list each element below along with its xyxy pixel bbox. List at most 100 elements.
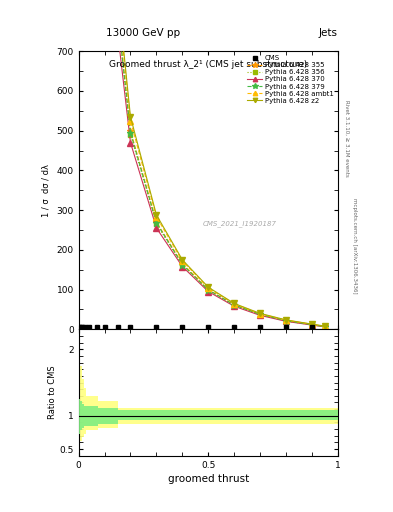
Pythia 6.428 370 — [284, 318, 288, 325]
Pythia 6.428 356 — [323, 324, 327, 330]
Bar — [98, 408, 118, 424]
CMS — [94, 324, 99, 330]
Pythia 6.428 z2 — [232, 301, 237, 307]
Pythia 6.428 355 — [284, 317, 288, 324]
Pythia 6.428 ambt1 — [323, 323, 327, 329]
Bar — [79, 353, 80, 446]
Pythia 6.428 379 — [310, 322, 314, 328]
Bar — [84, 406, 98, 426]
Text: CMS_2021_I1920187: CMS_2021_I1920187 — [202, 220, 276, 227]
Pythia 6.428 ambt1 — [206, 285, 211, 291]
Pythia 6.428 z2 — [323, 323, 327, 329]
Pythia 6.428 356 — [180, 262, 185, 268]
Pythia 6.428 355 — [180, 261, 185, 267]
CMS — [284, 324, 288, 330]
Pythia 6.428 z2 — [206, 284, 211, 290]
CMS — [115, 324, 120, 330]
CMS — [128, 324, 133, 330]
Bar — [80, 366, 82, 441]
Pythia 6.428 379 — [128, 130, 133, 136]
Pythia 6.428 370 — [180, 264, 185, 270]
Pythia 6.428 355 — [154, 219, 159, 225]
Pythia 6.428 379 — [180, 262, 185, 268]
Bar — [82, 379, 84, 437]
Pythia 6.428 370 — [310, 322, 314, 328]
Pythia 6.428 355 — [206, 287, 211, 293]
Pythia 6.428 ambt1 — [310, 321, 314, 327]
Pythia 6.428 370 — [128, 139, 133, 145]
Bar — [118, 408, 338, 424]
Line: Pythia 6.428 355: Pythia 6.428 355 — [76, 0, 329, 330]
Bar — [118, 411, 338, 420]
Pythia 6.428 ambt1 — [154, 214, 159, 220]
CMS — [80, 324, 85, 330]
Pythia 6.428 z2 — [128, 114, 133, 120]
Y-axis label: 1 / σ  dσ / dλ: 1 / σ dσ / dλ — [42, 164, 51, 217]
CMS — [258, 324, 263, 330]
CMS — [77, 324, 82, 330]
Pythia 6.428 ambt1 — [258, 311, 263, 317]
Pythia 6.428 355 — [258, 311, 263, 317]
Line: Pythia 6.428 370: Pythia 6.428 370 — [77, 0, 328, 330]
X-axis label: groomed thrust: groomed thrust — [168, 474, 249, 484]
Pythia 6.428 z2 — [180, 257, 185, 263]
Pythia 6.428 356 — [310, 322, 314, 328]
Legend: CMS, Pythia 6.428 355, Pythia 6.428 356, Pythia 6.428 370, Pythia 6.428 379, Pyt: CMS, Pythia 6.428 355, Pythia 6.428 356,… — [245, 53, 336, 105]
Pythia 6.428 355 — [115, 8, 120, 14]
Pythia 6.428 355 — [310, 322, 314, 328]
Y-axis label: Ratio to CMS: Ratio to CMS — [48, 366, 57, 419]
Pythia 6.428 356 — [284, 318, 288, 324]
Pythia 6.428 379 — [232, 302, 237, 308]
Bar — [86, 396, 98, 431]
Pythia 6.428 356 — [232, 303, 237, 309]
Text: Jets: Jets — [319, 28, 338, 38]
Pythia 6.428 z2 — [154, 212, 159, 218]
CMS — [78, 324, 83, 330]
CMS — [83, 324, 88, 330]
Line: Pythia 6.428 356: Pythia 6.428 356 — [77, 0, 327, 329]
Pythia 6.428 356 — [154, 221, 159, 227]
Pythia 6.428 379 — [115, 10, 120, 16]
Bar — [82, 404, 84, 428]
Pythia 6.428 355 — [232, 302, 237, 308]
Pythia 6.428 356 — [206, 287, 211, 293]
Pythia 6.428 379 — [284, 317, 288, 324]
CMS — [102, 324, 107, 330]
Line: Pythia 6.428 ambt1: Pythia 6.428 ambt1 — [77, 0, 328, 329]
Pythia 6.428 370 — [232, 303, 237, 309]
Pythia 6.428 ambt1 — [232, 301, 237, 307]
Pythia 6.428 379 — [206, 287, 211, 293]
Line: Pythia 6.428 379: Pythia 6.428 379 — [76, 0, 329, 330]
Pythia 6.428 356 — [115, 12, 120, 18]
Pythia 6.428 370 — [154, 225, 159, 231]
Pythia 6.428 355 — [128, 127, 133, 134]
Pythia 6.428 ambt1 — [128, 118, 133, 124]
Pythia 6.428 z2 — [258, 310, 263, 316]
Pythia 6.428 356 — [258, 311, 263, 317]
Line: CMS: CMS — [77, 325, 314, 329]
Pythia 6.428 370 — [206, 288, 211, 294]
Pythia 6.428 370 — [258, 312, 263, 318]
Pythia 6.428 370 — [115, 28, 120, 34]
CMS — [310, 324, 314, 330]
Bar — [80, 401, 82, 431]
Text: Rivet 3.1.10, ≥ 3.1M events: Rivet 3.1.10, ≥ 3.1M events — [344, 100, 349, 177]
Text: mcplots.cern.ch [arXiv:1306.3436]: mcplots.cern.ch [arXiv:1306.3436] — [352, 198, 357, 293]
Pythia 6.428 370 — [323, 324, 327, 330]
Text: 13000 GeV pp: 13000 GeV pp — [106, 28, 180, 38]
Pythia 6.428 ambt1 — [180, 258, 185, 264]
Bar — [84, 388, 86, 434]
Pythia 6.428 379 — [323, 324, 327, 330]
Pythia 6.428 355 — [323, 324, 327, 330]
CMS — [86, 324, 91, 330]
CMS — [154, 324, 159, 330]
Bar — [98, 401, 118, 428]
CMS — [232, 324, 237, 330]
Pythia 6.428 379 — [258, 311, 263, 317]
Line: Pythia 6.428 z2: Pythia 6.428 z2 — [77, 0, 328, 329]
Pythia 6.428 ambt1 — [284, 317, 288, 323]
Bar — [79, 399, 80, 434]
Pythia 6.428 z2 — [284, 317, 288, 323]
CMS — [206, 324, 211, 330]
CMS — [180, 324, 185, 330]
